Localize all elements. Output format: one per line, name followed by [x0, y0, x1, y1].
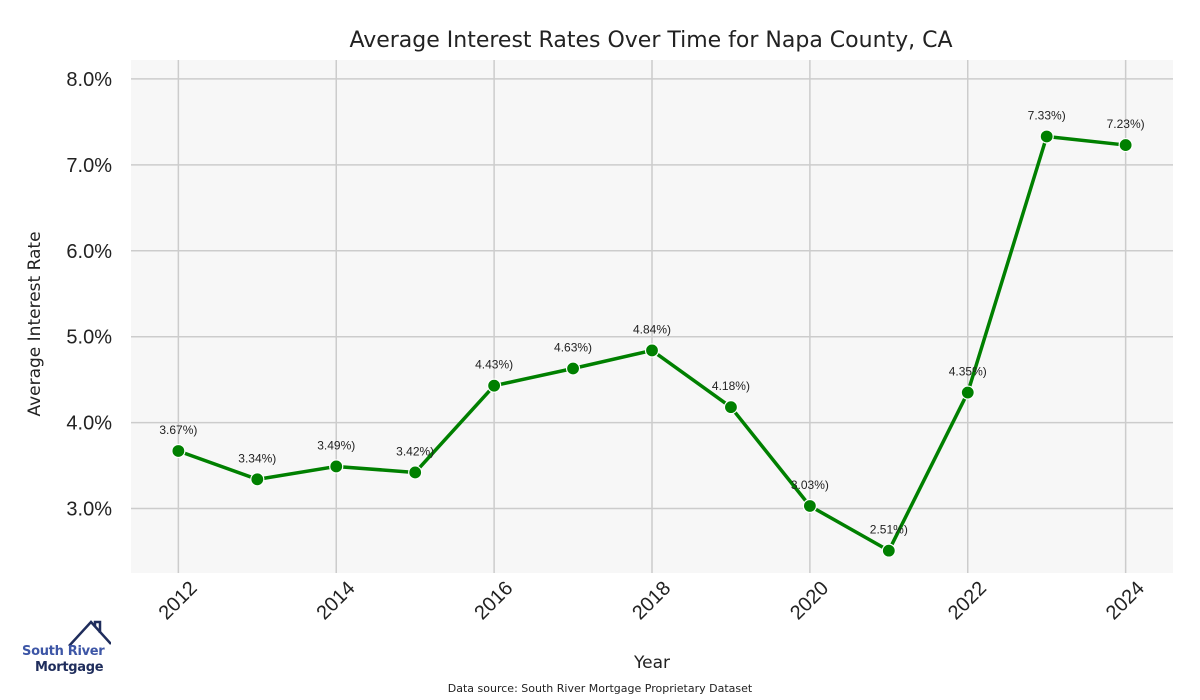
data-label: 3.03%): [791, 478, 829, 492]
y-tick-label: 6.0%: [66, 241, 112, 263]
data-point: [171, 443, 186, 459]
y-tick-label: 5.0%: [66, 327, 112, 349]
y-tick-label: 4.0%: [66, 413, 112, 435]
data-label: 3.34%): [238, 451, 276, 465]
data-point: [1118, 137, 1133, 153]
data-label: 4.35%): [949, 365, 987, 379]
x-axis-label: Year: [633, 653, 670, 673]
y-tick-label: 3.0%: [66, 499, 112, 521]
x-tick-label: 2022: [944, 577, 991, 624]
data-point: [408, 465, 423, 480]
x-tick-label: 2020: [786, 577, 833, 624]
data-point: [881, 543, 896, 558]
data-point: [723, 400, 739, 415]
data-point: [329, 459, 344, 474]
y-tick-label: 7.0%: [66, 155, 112, 177]
data-source-note: Data source: South River Mortgage Propri…: [448, 682, 753, 695]
data-label: 4.84%): [633, 322, 671, 336]
data-label: 2.51%): [870, 523, 908, 537]
data-point: [960, 385, 975, 400]
x-axis-ticks: 2012 2014 2016 2018 2020 2022 2024: [155, 577, 1149, 624]
series-group: [171, 129, 1133, 558]
data-point: [644, 343, 660, 358]
x-tick-label: 2024: [1102, 577, 1149, 624]
data-point: [487, 378, 502, 393]
data-point: [1039, 129, 1054, 144]
data-label: 4.43%): [475, 358, 513, 372]
data-label: 7.23%): [1107, 117, 1145, 131]
data-point: [802, 498, 817, 514]
south-river-mortgage-logo: South River Mortgage: [22, 620, 122, 680]
chart-title: Average Interest Rates Over Time for Nap…: [349, 28, 952, 53]
data-label: 3.67%): [159, 423, 197, 437]
data-label: 3.42%): [396, 444, 434, 458]
data-point: [565, 361, 581, 376]
logo-text-south-river: South River: [22, 644, 105, 659]
y-axis-label: Average Interest Rate: [25, 231, 45, 416]
x-tick-label: 2016: [470, 577, 517, 624]
house-roof-icon: [68, 620, 111, 647]
y-axis-ticks: 3.0% 4.0% 5.0% 6.0% 7.0% 8.0%: [66, 69, 112, 521]
data-label: 7.33%): [1028, 108, 1066, 122]
logo-text-mortgage: Mortgage: [35, 660, 104, 675]
gridlines: [131, 60, 1173, 573]
x-tick-label: 2012: [155, 577, 202, 624]
data-point: [250, 472, 265, 487]
data-labels: 3.67%) 3.34%) 3.49%) 3.42%) 4.43%) 4.63%) 4.84…: [159, 108, 1144, 536]
x-tick-label: 2014: [312, 577, 359, 624]
y-tick-label: 8.0%: [66, 69, 112, 91]
data-label: 4.18%): [712, 379, 750, 393]
data-label: 4.63%): [554, 340, 592, 354]
x-tick-label: 2018: [628, 577, 675, 624]
data-label: 3.49%): [317, 438, 355, 452]
